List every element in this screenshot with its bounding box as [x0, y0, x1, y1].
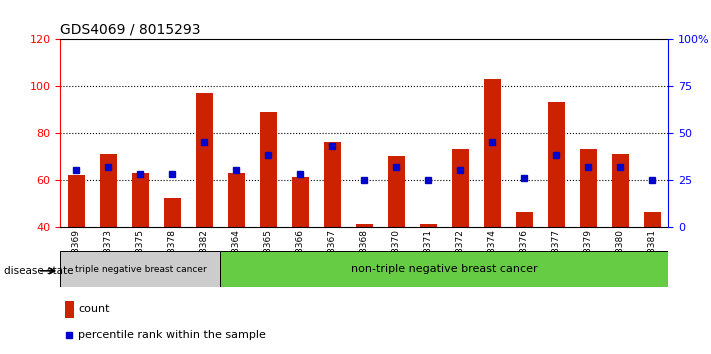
- Bar: [387, 156, 405, 227]
- Bar: [451, 149, 469, 227]
- Bar: [324, 142, 341, 227]
- Bar: [292, 177, 309, 227]
- Bar: [196, 93, 213, 227]
- Bar: [164, 198, 181, 227]
- Text: non-triple negative breast cancer: non-triple negative breast cancer: [351, 264, 538, 274]
- Bar: [132, 173, 149, 227]
- Bar: [68, 175, 85, 227]
- Bar: [483, 79, 501, 227]
- Bar: [65, 301, 74, 318]
- Bar: [228, 173, 245, 227]
- Text: GDS4069 / 8015293: GDS4069 / 8015293: [60, 22, 201, 36]
- Bar: [579, 149, 597, 227]
- Bar: [515, 212, 533, 227]
- Text: disease state: disease state: [4, 266, 73, 276]
- Bar: [419, 224, 437, 227]
- Text: triple negative breast cancer: triple negative breast cancer: [75, 264, 206, 274]
- Text: count: count: [78, 304, 110, 314]
- Bar: [260, 112, 277, 227]
- Bar: [100, 154, 117, 227]
- Bar: [60, 251, 220, 287]
- Bar: [356, 224, 373, 227]
- Bar: [611, 154, 629, 227]
- Bar: [547, 102, 565, 227]
- Bar: [220, 251, 668, 287]
- Bar: [643, 212, 661, 227]
- Text: percentile rank within the sample: percentile rank within the sample: [78, 330, 266, 340]
